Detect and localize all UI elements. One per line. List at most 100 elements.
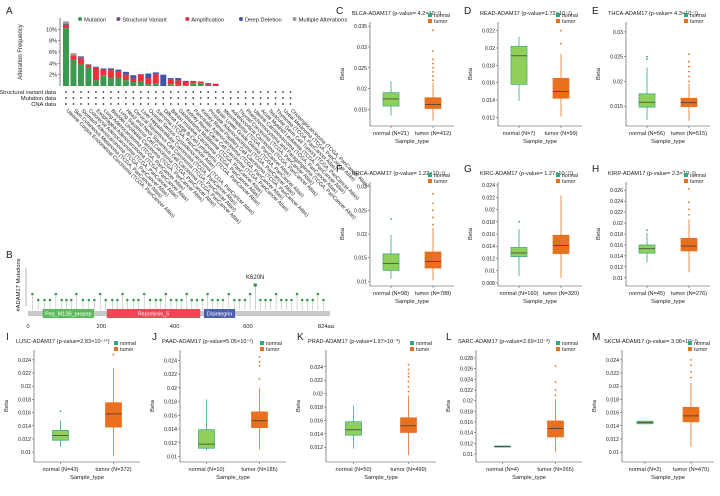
track-dot [95,103,97,105]
track-dot [214,97,217,99]
track-dot [65,91,67,93]
y-tick-label: 0.028 [460,356,473,362]
x-axis-title: Sample_type [651,139,685,145]
track-dot [184,91,187,93]
mutation-lollipop [81,298,85,302]
outlier-point [554,394,557,397]
box-tumor [400,417,417,433]
legend-entry: normal [562,173,578,179]
chart-title: KIRC-ADAM17 (p-value= 1.27×10⁻¹⁷) [480,170,573,177]
y-tick-label: 0.02 [357,232,367,238]
panel-letter-j: J [152,332,157,343]
outlier-point [432,202,434,205]
legend-swatch [292,17,297,21]
track-dot [124,103,127,105]
panel-letter-m: M [592,332,600,343]
y-tick-label: 4% [49,61,57,67]
y-tick-label: 0.018 [482,220,495,226]
mutation-lollipop [31,292,34,296]
mutation-lollipop [285,298,288,302]
outlier-point [407,375,410,378]
mutation-lollipop [126,298,129,302]
track-dot [289,97,292,99]
legend-entry: normal [690,173,706,179]
track-dot [192,103,195,105]
legend-swatch [185,17,190,21]
y-tick-label: 0.02 [485,46,495,52]
y-tick-label: 0.022 [482,29,495,35]
x-tick-label: tumor (N=99) [544,131,577,137]
outlier-point [432,71,434,73]
outlier-point [407,390,410,393]
outlier-point [432,58,434,61]
y-tick-label: 0.014 [482,244,495,250]
track-dot [95,97,97,99]
mutation-lollipop [295,292,299,296]
legend-swatch [428,179,432,183]
bar-segment-deep-deletion [115,69,122,72]
panel-l-boxplot: SARC-ADAM17 (p-value=2.69×10⁻³) 0.01 0.012… [446,339,582,481]
track-dot [162,103,165,105]
x-tick-label: tumor (N=372) [95,467,131,473]
panel-f-boxplot: BRCA-ADAM17 (p-value= 1.22×10⁻¹) 0.01 0.01… [340,171,454,305]
mutation-lollipop [305,298,309,302]
outlier-point [112,353,115,356]
y-tick-label: 0.018 [606,397,619,403]
bar-segment-mutation [85,67,92,86]
y-axis-title: Beta [468,227,474,240]
outlier-point [646,55,648,58]
x-tick-label: 200 [96,324,106,330]
mutation-lollipop [243,298,247,302]
outlier-point [407,385,410,388]
y-tick-label: 0.025 [610,55,623,61]
track-dot [199,91,202,93]
legend-swatch [556,179,560,183]
bar-segment-mutation [92,80,99,86]
legend-entry: normal [416,341,432,347]
box-tumor [552,77,570,99]
x-tick-label: normal (N=45) [629,291,665,297]
track-dot [259,103,262,105]
track-dot [117,103,120,105]
y-tick-label: 0.014 [18,424,31,430]
track-dot [184,103,187,105]
x-axis-title: Sample_type [395,299,429,305]
bar-segment-mutation [182,85,189,86]
y-axis-title: #ADAM17 Mutations [16,258,22,311]
track-dot [124,97,127,99]
track-dot [252,97,254,99]
track-dot [147,91,150,93]
y-tick-label: 0.012 [460,441,473,447]
legend-swatch [688,341,692,345]
legend-swatch [556,341,560,345]
track-dot [289,103,292,105]
bar-segment-mutation [77,64,84,86]
track-dot [65,103,67,105]
y-tick-label: 0.018 [482,63,495,69]
chart-title: BRCA-ADAM17 (p-value= 1.22×10⁻¹) [352,171,446,177]
y-tick-label: 0.02 [609,384,619,390]
legend-swatch [688,347,692,351]
panel-m-boxplot: SKCM-ADAM17 (p-value= 3.06×10⁻¹) 0.01 0.01… [592,339,714,481]
outlier-point [646,58,648,61]
track-dot [80,91,82,93]
track-dot [252,103,254,105]
track-dot [109,91,112,93]
legend-entry: tumor [562,179,576,185]
outlier-point [690,370,692,373]
box-normal [198,429,215,449]
track-dot [222,91,225,93]
box-tumor [680,238,698,252]
y-tick-label: 0.018 [310,405,323,411]
outlier-point [688,188,690,191]
track-dot [139,103,142,105]
track-dot [237,91,240,93]
track-dot [289,91,292,93]
x-tick-label: tumor (N=320) [543,291,579,297]
track-dot [252,91,254,93]
mutation-lollipop [159,298,162,302]
outlier-point [432,192,434,195]
bar-segment-multiple-alterations [77,55,84,58]
track-dot [72,103,75,105]
panel-g-boxplot: KIRC-ADAM17 (p-value= 1.27×10⁻¹⁷) 0.008 0.… [468,170,582,305]
